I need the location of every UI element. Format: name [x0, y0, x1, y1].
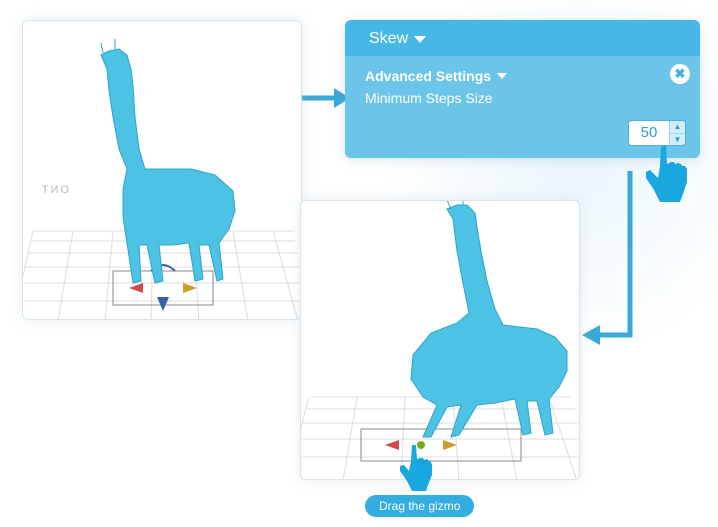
svg-text:ONT: ONT: [40, 184, 69, 196]
viewport-before: ONT: [22, 20, 302, 320]
advanced-settings-toggle[interactable]: Advanced Settings: [365, 68, 682, 84]
tooltip-text: Drag the gizmo: [379, 499, 460, 513]
viewport-after: [300, 200, 580, 480]
chevron-down-icon: [414, 36, 426, 43]
skew-panel: Skew ✖ Advanced Settings Minimum Steps S…: [345, 20, 700, 158]
panel-title: Skew: [369, 30, 408, 48]
chevron-down-icon: [497, 73, 507, 79]
step-up-icon[interactable]: ▲: [670, 121, 685, 134]
advanced-settings-label: Advanced Settings: [365, 68, 491, 84]
panel-header[interactable]: Skew: [345, 20, 700, 56]
close-icon[interactable]: ✖: [670, 64, 690, 84]
flow-arrow: [300, 84, 350, 112]
pointer-hand-icon: [394, 443, 438, 498]
tooltip: Drag the gizmo: [365, 495, 474, 517]
pointer-hand-icon: [636, 142, 696, 215]
setting-label: Minimum Steps Size: [365, 90, 682, 106]
